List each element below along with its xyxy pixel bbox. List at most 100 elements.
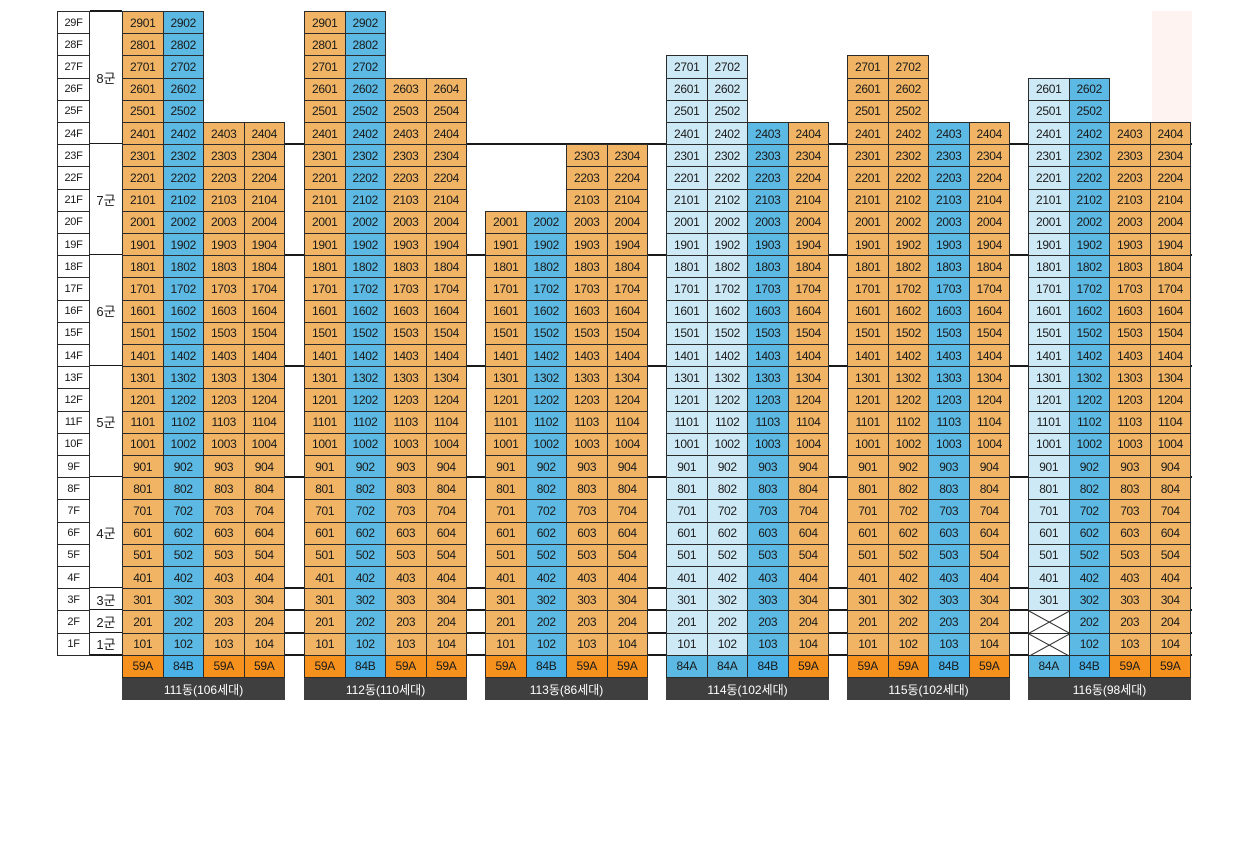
unit-cell[interactable]: 2202 (706, 166, 748, 190)
unit-cell[interactable]: 2404 (243, 122, 285, 146)
unit-cell[interactable]: 1802 (344, 255, 386, 279)
unit-cell[interactable]: 1504 (425, 321, 467, 345)
unit-cell[interactable]: 1804 (968, 255, 1010, 279)
unit-cell[interactable]: 201 (485, 610, 527, 634)
unit-cell[interactable]: 402 (1068, 566, 1110, 590)
unit-cell[interactable]: 2402 (162, 122, 204, 146)
unit-cell[interactable]: 1104 (1149, 410, 1191, 434)
unit-cell[interactable]: 404 (968, 566, 1010, 590)
unit-cell[interactable]: 2101 (1028, 188, 1070, 212)
unit-cell[interactable]: 702 (162, 499, 204, 523)
unit-cell[interactable]: 1201 (304, 388, 346, 412)
unit-cell[interactable]: 2203 (1109, 166, 1151, 190)
unit-cell[interactable]: 1502 (1068, 321, 1110, 345)
unit-cell[interactable]: 1704 (1149, 277, 1191, 301)
unit-cell[interactable]: 904 (425, 455, 467, 479)
unit-cell[interactable]: 102 (344, 632, 386, 656)
unit-cell[interactable]: 1902 (887, 233, 929, 257)
unit-cell[interactable]: 1501 (1028, 321, 1070, 345)
unit-cell[interactable]: 204 (425, 610, 467, 634)
unit-cell[interactable]: 401 (485, 566, 527, 590)
unit-cell[interactable]: 2001 (847, 210, 889, 234)
unit-cell[interactable]: 2201 (1028, 166, 1070, 190)
unit-cell[interactable]: 303 (566, 588, 608, 612)
unit-cell[interactable]: 904 (1149, 455, 1191, 479)
unit-cell[interactable]: 704 (968, 499, 1010, 523)
unit-cell[interactable]: 1301 (485, 366, 527, 390)
unit-cell[interactable]: 2302 (1068, 144, 1110, 168)
unit-cell[interactable]: 203 (385, 610, 427, 634)
unit-cell[interactable]: 901 (485, 455, 527, 479)
unit-cell[interactable]: 1603 (928, 299, 970, 323)
unit-cell[interactable]: 701 (304, 499, 346, 523)
unit-cell[interactable]: 2002 (706, 210, 748, 234)
unit-cell[interactable]: 401 (847, 566, 889, 590)
unit-cell[interactable]: 1401 (122, 344, 164, 368)
unit-cell[interactable]: 402 (525, 566, 567, 590)
unit-cell[interactable]: 504 (787, 543, 829, 567)
unit-cell[interactable]: 2203 (385, 166, 427, 190)
unit-cell[interactable]: 604 (968, 521, 1010, 545)
unit-cell[interactable]: 903 (928, 455, 970, 479)
unit-cell[interactable]: 2103 (1109, 188, 1151, 212)
unit-cell[interactable]: 2104 (606, 188, 648, 212)
unit-cell[interactable]: 404 (243, 566, 285, 590)
unit-cell[interactable]: 1101 (666, 410, 708, 434)
unit-cell[interactable]: 2402 (1068, 122, 1110, 146)
unit-cell[interactable]: 504 (425, 543, 467, 567)
unit-cell[interactable]: 2004 (243, 210, 285, 234)
unit-cell[interactable]: 2002 (344, 210, 386, 234)
unit-cell[interactable]: 1704 (243, 277, 285, 301)
unit-cell[interactable]: 1704 (787, 277, 829, 301)
unit-cell[interactable]: 1003 (385, 432, 427, 456)
unit-cell[interactable]: 801 (666, 477, 708, 501)
unit-cell[interactable]: 1403 (385, 344, 427, 368)
unit-cell[interactable]: 1104 (787, 410, 829, 434)
unit-cell[interactable]: 102 (706, 632, 748, 656)
unit-cell[interactable]: 1503 (566, 321, 608, 345)
unit-cell[interactable]: 501 (122, 543, 164, 567)
unit-cell[interactable]: 1302 (706, 366, 748, 390)
unit-cell[interactable]: 702 (1068, 499, 1110, 523)
unit-cell[interactable]: 1801 (122, 255, 164, 279)
unit-cell[interactable]: 1302 (887, 366, 929, 390)
unit-cell[interactable]: 1804 (425, 255, 467, 279)
unit-cell[interactable]: 403 (566, 566, 608, 590)
unit-cell[interactable]: 1102 (1068, 410, 1110, 434)
unit-cell[interactable]: 1002 (1068, 432, 1110, 456)
unit-cell[interactable]: 804 (243, 477, 285, 501)
unit-cell[interactable]: 2002 (887, 210, 929, 234)
unit-cell[interactable]: 2303 (566, 144, 608, 168)
unit-cell[interactable]: 1401 (847, 344, 889, 368)
unit-cell[interactable]: 901 (122, 455, 164, 479)
unit-cell[interactable]: 902 (1068, 455, 1110, 479)
unit-cell[interactable]: 104 (968, 632, 1010, 656)
unit-cell[interactable]: 2102 (162, 188, 204, 212)
unit-cell[interactable]: 2104 (425, 188, 467, 212)
unit-cell[interactable]: 804 (606, 477, 648, 501)
unit-cell[interactable]: 502 (162, 543, 204, 567)
unit-cell[interactable]: 802 (162, 477, 204, 501)
unit-cell[interactable]: 902 (887, 455, 929, 479)
unit-cell[interactable]: 1103 (566, 410, 608, 434)
unit-cell[interactable]: 1504 (243, 321, 285, 345)
unit-cell[interactable]: 1703 (566, 277, 608, 301)
unit-cell[interactable]: 1101 (847, 410, 889, 434)
unit-cell[interactable]: 2402 (706, 122, 748, 146)
unit-cell[interactable]: 1403 (1109, 344, 1151, 368)
unit-cell[interactable]: 2002 (162, 210, 204, 234)
unit-cell[interactable]: 702 (344, 499, 386, 523)
unit-cell[interactable]: 1703 (1109, 277, 1151, 301)
unit-cell[interactable]: 203 (928, 610, 970, 634)
unit-cell[interactable]: 702 (525, 499, 567, 523)
unit-cell[interactable]: 1602 (162, 299, 204, 323)
unit-cell[interactable]: 104 (425, 632, 467, 656)
unit-cell[interactable]: 2102 (344, 188, 386, 212)
unit-cell[interactable]: 2901 (122, 11, 164, 35)
unit-cell[interactable]: 303 (1109, 588, 1151, 612)
unit-cell[interactable]: 2102 (1068, 188, 1110, 212)
unit-cell[interactable]: 2104 (243, 188, 285, 212)
unit-cell[interactable]: 804 (787, 477, 829, 501)
unit-cell[interactable]: 2801 (304, 33, 346, 57)
unit-cell[interactable]: 204 (968, 610, 1010, 634)
